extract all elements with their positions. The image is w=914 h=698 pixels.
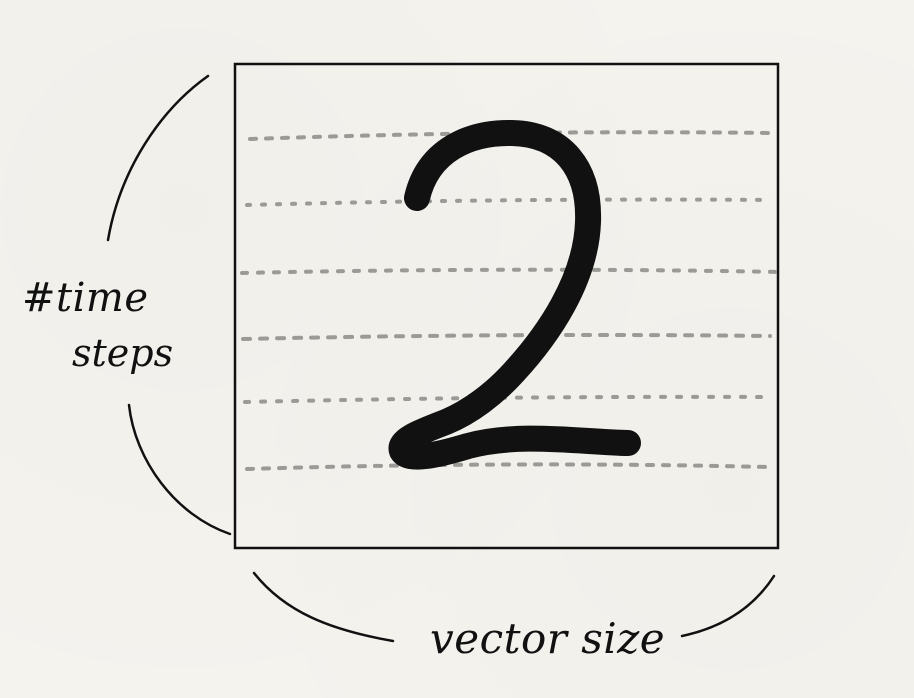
vector-size-label: vector size (430, 614, 666, 663)
row-line (243, 394, 770, 404)
bottom-brace-right (680, 574, 776, 638)
left-brace-top (106, 74, 210, 242)
time-steps-label-line2: steps (72, 331, 174, 375)
row-line (245, 197, 772, 207)
time-steps-label-line1: #time (22, 275, 149, 321)
left-brace-bottom (127, 403, 232, 536)
matrix-box (233, 62, 780, 550)
row-lines (240, 130, 784, 471)
row-line (245, 462, 770, 471)
bottom-brace-left (252, 571, 395, 643)
row-line (241, 333, 772, 341)
digit-two (388, 119, 641, 470)
row-line (240, 267, 784, 275)
